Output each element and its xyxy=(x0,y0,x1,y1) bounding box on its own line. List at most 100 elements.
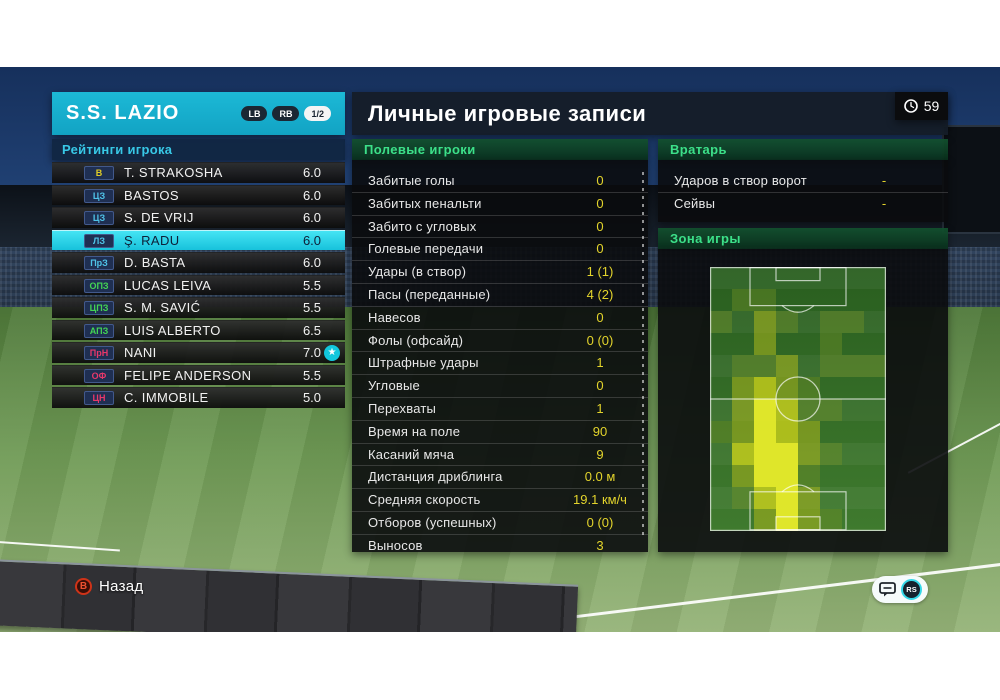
player-row-s-de-vrij[interactable]: ЦЗ S. DE VRIJ 6.0 xyxy=(52,207,345,228)
right-stick-rs-icon[interactable]: RS xyxy=(901,579,922,600)
player-rating: 6.0 xyxy=(302,165,322,180)
player-row-c-immobile[interactable]: ЦН C. IMMOBILE 5.0 xyxy=(52,387,345,408)
stat-row: Касаний мяча 9 xyxy=(352,444,648,467)
footer-controls: RS xyxy=(872,576,928,603)
heat-cell xyxy=(754,355,776,377)
stat-value: 1 (1) xyxy=(586,264,614,280)
page-indicator: 1/2 xyxy=(304,106,331,121)
stat-row: Средняя скорость 19.1 км/ч xyxy=(352,489,648,512)
player-rating: 7.0 xyxy=(302,345,322,360)
stat-label: Дистанция дриблинга xyxy=(368,469,503,485)
heat-cell xyxy=(732,487,754,509)
heat-cell xyxy=(864,355,886,377)
heat-cell xyxy=(820,509,842,531)
heat-cell xyxy=(754,465,776,487)
stat-row: Забито с угловых 0 xyxy=(352,216,648,239)
position-badge: ЛЗ xyxy=(84,233,114,248)
stat-value: 0 xyxy=(596,378,604,394)
match-time: 59 xyxy=(923,98,940,114)
stat-row: Фолы (офсайд) 0 (0) xyxy=(352,330,648,353)
heat-cell xyxy=(754,443,776,465)
heat-cell xyxy=(754,289,776,311)
stat-row: Сейвы - xyxy=(658,193,948,215)
back-button[interactable]: B Назад xyxy=(75,578,143,595)
position-badge: ОФ xyxy=(84,368,114,383)
heat-cell xyxy=(776,487,798,509)
stat-value: 0 xyxy=(596,241,604,257)
player-row-felipe-anderson[interactable]: ОФ FELIPE ANDERSON 5.5 xyxy=(52,364,345,385)
player-row--radu[interactable]: ЛЗ Ş. RADU 6.0 xyxy=(52,229,345,250)
stat-label: Выносов xyxy=(368,537,423,553)
lb-shoulder-button[interactable]: LB xyxy=(241,106,268,121)
stat-value: - xyxy=(881,195,887,211)
team-header: S.S. LAZIO LB RB 1/2 xyxy=(52,92,345,135)
heat-cell xyxy=(776,377,798,399)
player-rating: 5.5 xyxy=(302,300,322,315)
stat-row: Дистанция дриблинга 0.0 м xyxy=(352,466,648,490)
heat-cell xyxy=(776,355,798,377)
player-rating: 6.5 xyxy=(302,322,322,338)
player-name: FELIPE ANDERSON xyxy=(124,367,252,383)
stat-label: Забитые голы xyxy=(368,173,455,188)
player-row-luis-alberto[interactable]: АПЗ LUIS ALBERTO 6.5 xyxy=(52,319,345,340)
heat-cell xyxy=(798,421,820,443)
stat-value: 90 xyxy=(592,423,608,439)
position-badge: ЦЗ xyxy=(84,211,114,225)
stat-value: 1 xyxy=(596,355,604,371)
player-name: LUCAS LEIVA xyxy=(124,277,212,293)
scrollbar[interactable] xyxy=(642,172,644,540)
stat-label: Удары (в створ) xyxy=(368,264,467,280)
stat-row: Ударов в створ ворот - xyxy=(658,170,948,193)
heat-cell xyxy=(732,399,754,421)
heat-cell xyxy=(754,333,776,355)
stat-row: Голевые передачи 0 xyxy=(352,238,648,262)
match-time-box: 59 xyxy=(895,92,948,120)
position-badge: ЦН xyxy=(84,391,114,405)
gamepad-b-icon: B xyxy=(75,578,92,595)
stat-row: Выносов 3 xyxy=(352,535,648,557)
heat-cell xyxy=(820,333,842,355)
heat-cell xyxy=(776,399,798,421)
field-players-section-header: Полевые игроки xyxy=(352,139,648,160)
stat-label: Средняя скорость xyxy=(368,492,481,508)
player-row-d-basta[interactable]: ПрЗ D. BASTA 6.0 xyxy=(52,252,345,273)
heat-cell xyxy=(732,443,754,465)
player-name: D. BASTA xyxy=(124,255,186,270)
heat-cell xyxy=(820,399,842,421)
stat-row: Отборов (успешных) 0 (0) xyxy=(352,512,648,535)
heat-cell xyxy=(798,377,820,399)
stat-value: 0 (0) xyxy=(586,514,614,530)
player-row-nani[interactable]: ПрН NANI 7.0 ★ xyxy=(52,342,345,363)
stat-label: Забито с угловых xyxy=(368,218,477,234)
heat-cell xyxy=(820,443,842,465)
player-name: S. M. SAVIĆ xyxy=(124,300,201,315)
heat-cell xyxy=(842,355,864,377)
chat-icon[interactable] xyxy=(878,581,897,598)
stat-label: Отборов (успешных) xyxy=(368,514,497,530)
stat-value: 0 xyxy=(596,173,604,188)
stat-value: 3 xyxy=(596,537,604,553)
heat-cell xyxy=(754,399,776,421)
stat-label: Ударов в створ ворот xyxy=(674,173,807,188)
stat-value: 0 (0) xyxy=(586,332,614,348)
stat-row: Перехваты 1 xyxy=(352,398,648,421)
heat-cell xyxy=(776,509,798,531)
stat-row: Штрафные удары 1 xyxy=(352,352,648,376)
player-row-s-m-savi-[interactable]: ЦПЗ S. M. SAVIĆ 5.5 xyxy=(52,297,345,318)
player-row-bastos[interactable]: ЦЗ BASTOS 6.0 xyxy=(52,184,345,205)
heat-cell xyxy=(732,465,754,487)
player-row-t-strakosha[interactable]: В T. STRAKOSHA 6.0 xyxy=(52,162,345,183)
stat-value: 0.0 м xyxy=(584,469,616,485)
rb-shoulder-button[interactable]: RB xyxy=(272,106,300,121)
play-zone-section-header: Зона игры xyxy=(658,228,948,249)
player-rating: 6.0 xyxy=(302,232,322,248)
stat-value: 4 (2) xyxy=(586,286,614,302)
position-badge: ОПЗ xyxy=(84,278,114,293)
heat-cell xyxy=(798,487,820,509)
heat-cell xyxy=(776,465,798,487)
stat-label: Фолы (офсайд) xyxy=(368,332,464,348)
player-row-lucas-leiva[interactable]: ОПЗ LUCAS LEIVA 5.5 xyxy=(52,274,345,295)
position-badge: В xyxy=(84,166,114,180)
player-name: T. STRAKOSHA xyxy=(124,165,223,180)
